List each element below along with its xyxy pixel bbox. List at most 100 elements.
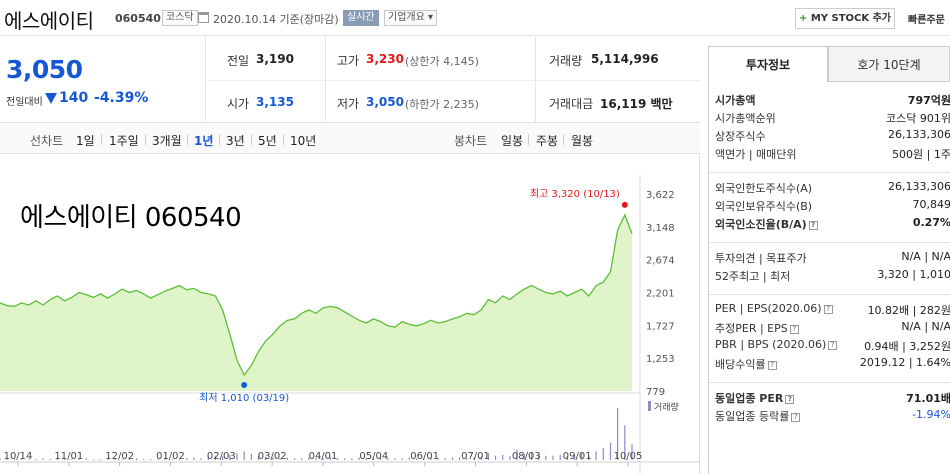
divider	[709, 294, 950, 295]
volume-bar	[530, 452, 533, 460]
volume-bar	[229, 454, 231, 460]
change-label: 전일대비	[6, 97, 43, 108]
volume-bar	[380, 457, 382, 460]
period-1d[interactable]: 1일	[76, 134, 95, 148]
prev-close-label: 전일	[227, 54, 250, 68]
info-row-value: 797억원	[907, 94, 950, 107]
volume-bar	[250, 453, 252, 460]
period-10y[interactable]: 10년	[290, 134, 317, 148]
x-tick-label: 10/14	[4, 451, 33, 462]
info-row: 52주최고 | 최저 3,320 | 1,010	[715, 268, 950, 284]
divider	[709, 242, 950, 243]
info-row-label: 추정PER | EPS?	[715, 320, 799, 336]
volume-bar	[502, 454, 504, 460]
info-row-value: 26,133,306	[888, 128, 950, 141]
stock-code: 060540	[115, 12, 161, 25]
help-icon[interactable]: ?	[789, 325, 799, 334]
y-tick-label: 3,148	[646, 223, 675, 234]
change-value: 140	[59, 90, 89, 106]
volume-bar	[279, 458, 281, 460]
info-row: 액면가 | 매매단위 500원 | 1주	[715, 146, 950, 162]
info-row-label: PER | EPS(2020.06)?	[715, 302, 833, 315]
info-row-label: 액면가 | 매매단위	[715, 148, 797, 161]
volume-bar	[336, 458, 339, 460]
volume-bar	[214, 455, 217, 460]
volume-label: 거래량	[549, 54, 583, 68]
y-tick-label: 2,201	[646, 288, 675, 299]
volume-bar	[28, 459, 30, 460]
info-row-label: 상장주식수	[715, 130, 766, 143]
volume-bar	[322, 458, 324, 460]
period-1w[interactable]: 1주일	[109, 134, 139, 148]
volume-value: 5,114,996	[591, 52, 659, 66]
volume-bar	[624, 425, 626, 460]
quick-order-link[interactable]: 빠른주문	[908, 15, 945, 26]
volume-bar	[85, 458, 87, 460]
info-row-label: 배당수익률?	[715, 356, 777, 372]
volume-legend: 거래량	[654, 401, 679, 413]
period-5y[interactable]: 5년	[258, 134, 277, 148]
volume-bar	[437, 458, 439, 460]
realtime-button[interactable]: 실시간	[343, 10, 379, 26]
info-row-value: 10.82배 | 282원	[867, 304, 950, 317]
volume-bar	[265, 456, 267, 460]
info-row: 외국인한도주식수(A) 26,133,306	[715, 180, 950, 196]
line-chart-label: 선차트	[30, 134, 64, 148]
x-tick-label: 01/02	[156, 451, 185, 462]
info-row-value: N/A | N/A	[901, 250, 950, 263]
volume-bar	[49, 459, 51, 460]
period-3m[interactable]: 3개월	[152, 134, 182, 148]
volume-bar	[150, 459, 152, 460]
help-icon[interactable]: ?	[767, 361, 777, 370]
info-row: PER | EPS(2020.06)? 10.82배 | 282원	[715, 302, 950, 318]
info-row-label: 시가총액순위	[715, 112, 776, 125]
price-chart[interactable]: 3,622 3,148 2,674 2,201 1,727 1,253 779 최고 3,32…	[0, 155, 700, 474]
volume-bar	[207, 457, 209, 460]
price-chart-svg: 3,622 3,148 2,674 2,201 1,727 1,253 779 최고 3,32…	[0, 175, 700, 474]
volume-bar	[451, 457, 454, 460]
volume-bar	[588, 455, 590, 460]
volume-bar	[509, 455, 511, 460]
help-icon[interactable]: ?	[823, 305, 833, 314]
x-tick-label: 05/04	[359, 451, 388, 462]
volume-bar	[602, 447, 604, 460]
help-icon[interactable]: ?	[785, 395, 795, 404]
volume-legend-swatch	[648, 401, 651, 411]
high-value: 3,230	[366, 52, 404, 66]
company-overview-dropdown[interactable]: 기업개요 ▾	[384, 10, 437, 26]
volume-bar	[466, 458, 468, 460]
help-icon[interactable]: ?	[791, 413, 801, 422]
info-row: 외국인소진율(B/A)? 0.27%	[715, 216, 950, 232]
help-icon[interactable]: ?	[828, 341, 838, 350]
info-table: 시가총액 797억원 시가총액순위 코스닥 901위 상장주식수 26,133,306 액면…	[708, 82, 950, 474]
volume-bar	[351, 458, 353, 460]
period-3y[interactable]: 3년	[226, 134, 245, 148]
info-row-label: PBR | BPS (2020.06)?	[715, 338, 838, 351]
period-1y[interactable]: 1년	[194, 134, 214, 148]
volume-bar	[545, 455, 547, 460]
info-row-value: 26,133,306	[888, 180, 950, 193]
info-row: 배당수익률? 2019.12 | 1.64%	[715, 356, 950, 372]
volume-bar	[193, 457, 195, 460]
info-row: 투자의견 | 목표주가 N/A | N/A	[715, 250, 950, 266]
x-tick-label: 10/05	[614, 451, 643, 462]
add-mystock-button[interactable]: + MY STOCK 추가	[795, 8, 895, 29]
candle-monthly[interactable]: 월봉	[571, 134, 594, 148]
volume-bar	[487, 453, 489, 460]
x-tick-label: 03/02	[258, 451, 287, 462]
volume-bar	[344, 458, 346, 460]
prev-close-value: 3,190	[256, 52, 294, 66]
candle-weekly[interactable]: 주봉	[536, 134, 559, 148]
candle-daily[interactable]: 일봉	[501, 134, 524, 148]
low-label: 저가	[337, 97, 360, 111]
x-tick-label: 08/03	[512, 451, 541, 462]
help-icon[interactable]: ?	[808, 221, 818, 230]
tab-orderbook[interactable]: 호가 10단계	[828, 46, 950, 82]
price-summary: 3,050 전일대비 140 -4.39% 전일 3,190 고가 3,230 …	[0, 37, 700, 123]
x-tick-label: 11/01	[54, 451, 83, 462]
separator	[563, 134, 564, 145]
x-tick-label: 12/02	[105, 451, 134, 462]
tab-invest-info[interactable]: 투자정보	[708, 46, 828, 82]
volume-bar	[171, 459, 173, 460]
volume-bar	[444, 458, 446, 460]
